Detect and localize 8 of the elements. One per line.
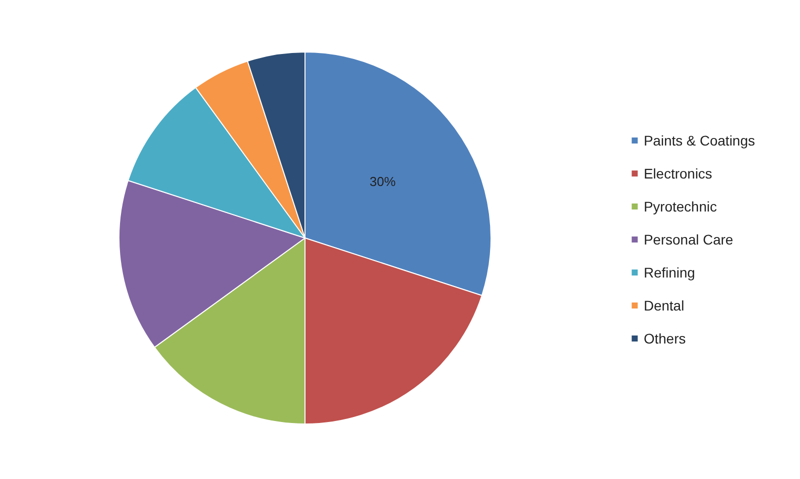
legend-label: Dental: [644, 298, 684, 314]
legend-label: Others: [644, 330, 686, 346]
legend-label: Electronics: [644, 166, 712, 182]
legend-label: Pyrotechnic: [644, 198, 717, 214]
legend-label: Personal Care: [644, 232, 734, 248]
legend-label: Refining: [644, 264, 696, 280]
data-label: 30%: [370, 174, 396, 190]
legend-label: Paints & Coatings: [644, 132, 756, 148]
